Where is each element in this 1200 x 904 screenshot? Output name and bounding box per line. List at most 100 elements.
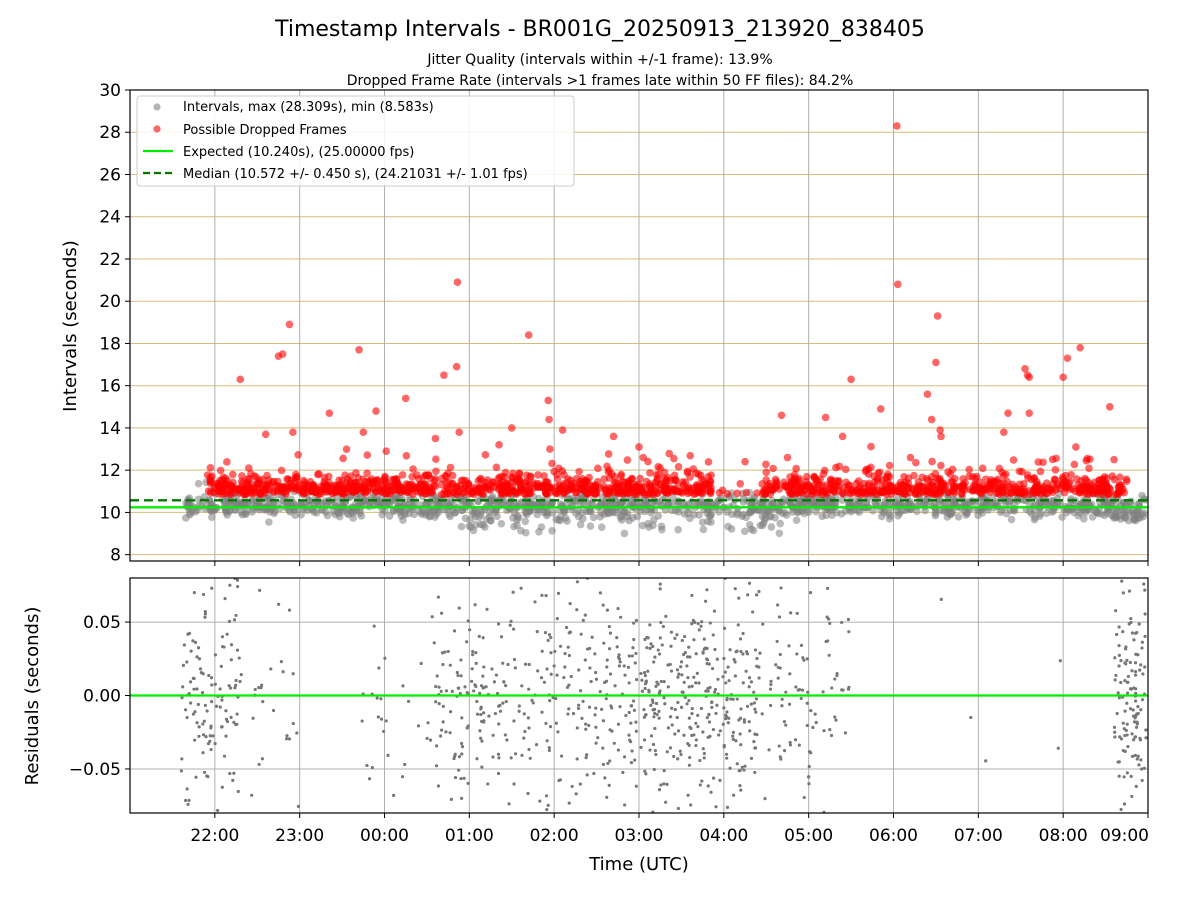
dropped-frame-point bbox=[928, 488, 937, 497]
dropped-frame-point bbox=[494, 474, 503, 483]
residual-point bbox=[724, 681, 728, 685]
dropped-frame-point bbox=[944, 468, 952, 476]
dropped-frame-outlier bbox=[455, 428, 463, 436]
residual-point bbox=[690, 622, 694, 626]
top-y-tick-label: 26 bbox=[99, 165, 121, 185]
residual-point bbox=[1129, 620, 1133, 625]
dropped-frame-outlier bbox=[783, 453, 792, 462]
residual-point bbox=[1115, 632, 1119, 637]
residual-point bbox=[544, 721, 548, 726]
dropped-frame-outlier bbox=[1110, 455, 1118, 464]
residual-point bbox=[372, 624, 376, 628]
residual-point bbox=[648, 646, 652, 650]
top-y-tick-label: 16 bbox=[99, 377, 121, 397]
residual-point bbox=[752, 701, 756, 705]
residual-point bbox=[652, 660, 656, 664]
residual-point bbox=[594, 741, 598, 745]
dropped-frame-point bbox=[818, 481, 827, 490]
residual-point bbox=[701, 747, 705, 751]
residual-point bbox=[222, 754, 227, 758]
residual-point bbox=[677, 672, 681, 676]
residual-point bbox=[513, 666, 517, 670]
residual-point bbox=[216, 808, 220, 813]
residual-point bbox=[1135, 631, 1139, 635]
dropped-frame-point bbox=[339, 454, 347, 463]
residual-point bbox=[665, 750, 669, 754]
residual-point bbox=[749, 680, 754, 684]
residual-point bbox=[716, 677, 720, 681]
residual-point bbox=[1140, 698, 1145, 702]
residual-point bbox=[459, 674, 463, 678]
dropped-frame-point bbox=[1117, 483, 1125, 492]
dropped-frame-point bbox=[1088, 487, 1096, 495]
residual-point bbox=[509, 619, 513, 623]
dropped-frame-point bbox=[313, 470, 322, 479]
residual-point bbox=[722, 626, 727, 630]
interval-point bbox=[869, 506, 877, 515]
residual-point bbox=[733, 587, 737, 591]
residual-point bbox=[643, 713, 648, 717]
interval-point bbox=[535, 527, 543, 536]
dropped-frame-point bbox=[1108, 472, 1117, 480]
residual-point bbox=[234, 683, 238, 687]
residual-point bbox=[688, 655, 692, 659]
interval-point bbox=[471, 508, 479, 517]
residual-point bbox=[291, 672, 295, 676]
residual-point bbox=[828, 621, 832, 625]
interval-point bbox=[921, 506, 929, 515]
dropped-frame-point bbox=[843, 485, 852, 493]
residual-point bbox=[579, 689, 583, 693]
residual-point bbox=[608, 759, 612, 763]
dropped-frame-outlier bbox=[906, 453, 915, 462]
residual-point bbox=[495, 691, 500, 696]
residual-point bbox=[501, 701, 505, 705]
residual-point bbox=[679, 665, 683, 669]
residual-point bbox=[193, 710, 197, 714]
residual-point bbox=[663, 702, 667, 706]
residual-point bbox=[480, 765, 484, 769]
residual-point bbox=[548, 699, 552, 703]
dropped-frame-point bbox=[974, 487, 982, 495]
residual-point bbox=[703, 599, 708, 603]
residual-point bbox=[748, 729, 752, 733]
dropped-frame-point bbox=[1033, 480, 1042, 489]
interval-point bbox=[620, 529, 629, 538]
dropped-frame-outlier bbox=[507, 424, 516, 432]
dropped-frame-point bbox=[388, 486, 396, 495]
residual-point bbox=[296, 804, 301, 809]
residual-point bbox=[434, 684, 438, 689]
residual-point bbox=[585, 773, 589, 777]
residual-point bbox=[201, 672, 205, 676]
interval-point bbox=[513, 521, 521, 529]
dropped-frame-point bbox=[971, 474, 980, 483]
residual-point bbox=[475, 699, 479, 704]
residual-point bbox=[721, 722, 725, 726]
residual-point bbox=[220, 635, 225, 639]
residual-point bbox=[436, 595, 440, 599]
dropped-frame-point bbox=[819, 470, 828, 478]
interval-point bbox=[749, 526, 758, 535]
residual-point bbox=[1125, 658, 1129, 662]
residual-point bbox=[577, 703, 581, 707]
dropped-frame-point bbox=[457, 476, 466, 485]
residual-point bbox=[1134, 687, 1138, 691]
residual-point bbox=[634, 677, 639, 682]
residual-point bbox=[504, 699, 508, 704]
residual-point bbox=[622, 755, 627, 759]
residual-point bbox=[733, 674, 737, 678]
residual-point bbox=[527, 687, 531, 691]
residual-point bbox=[501, 661, 505, 665]
residual-point bbox=[800, 688, 805, 692]
residual-point bbox=[446, 649, 450, 654]
residual-point bbox=[208, 816, 211, 819]
interval-point bbox=[746, 508, 755, 517]
dropped-frame-point bbox=[408, 480, 416, 489]
residual-point bbox=[202, 719, 206, 723]
residual-point bbox=[649, 734, 654, 738]
residual-point bbox=[480, 739, 484, 743]
residual-point bbox=[203, 610, 207, 614]
interval-point bbox=[728, 510, 736, 518]
residual-point bbox=[195, 655, 199, 659]
residual-point bbox=[195, 687, 199, 691]
residual-point bbox=[486, 782, 490, 786]
